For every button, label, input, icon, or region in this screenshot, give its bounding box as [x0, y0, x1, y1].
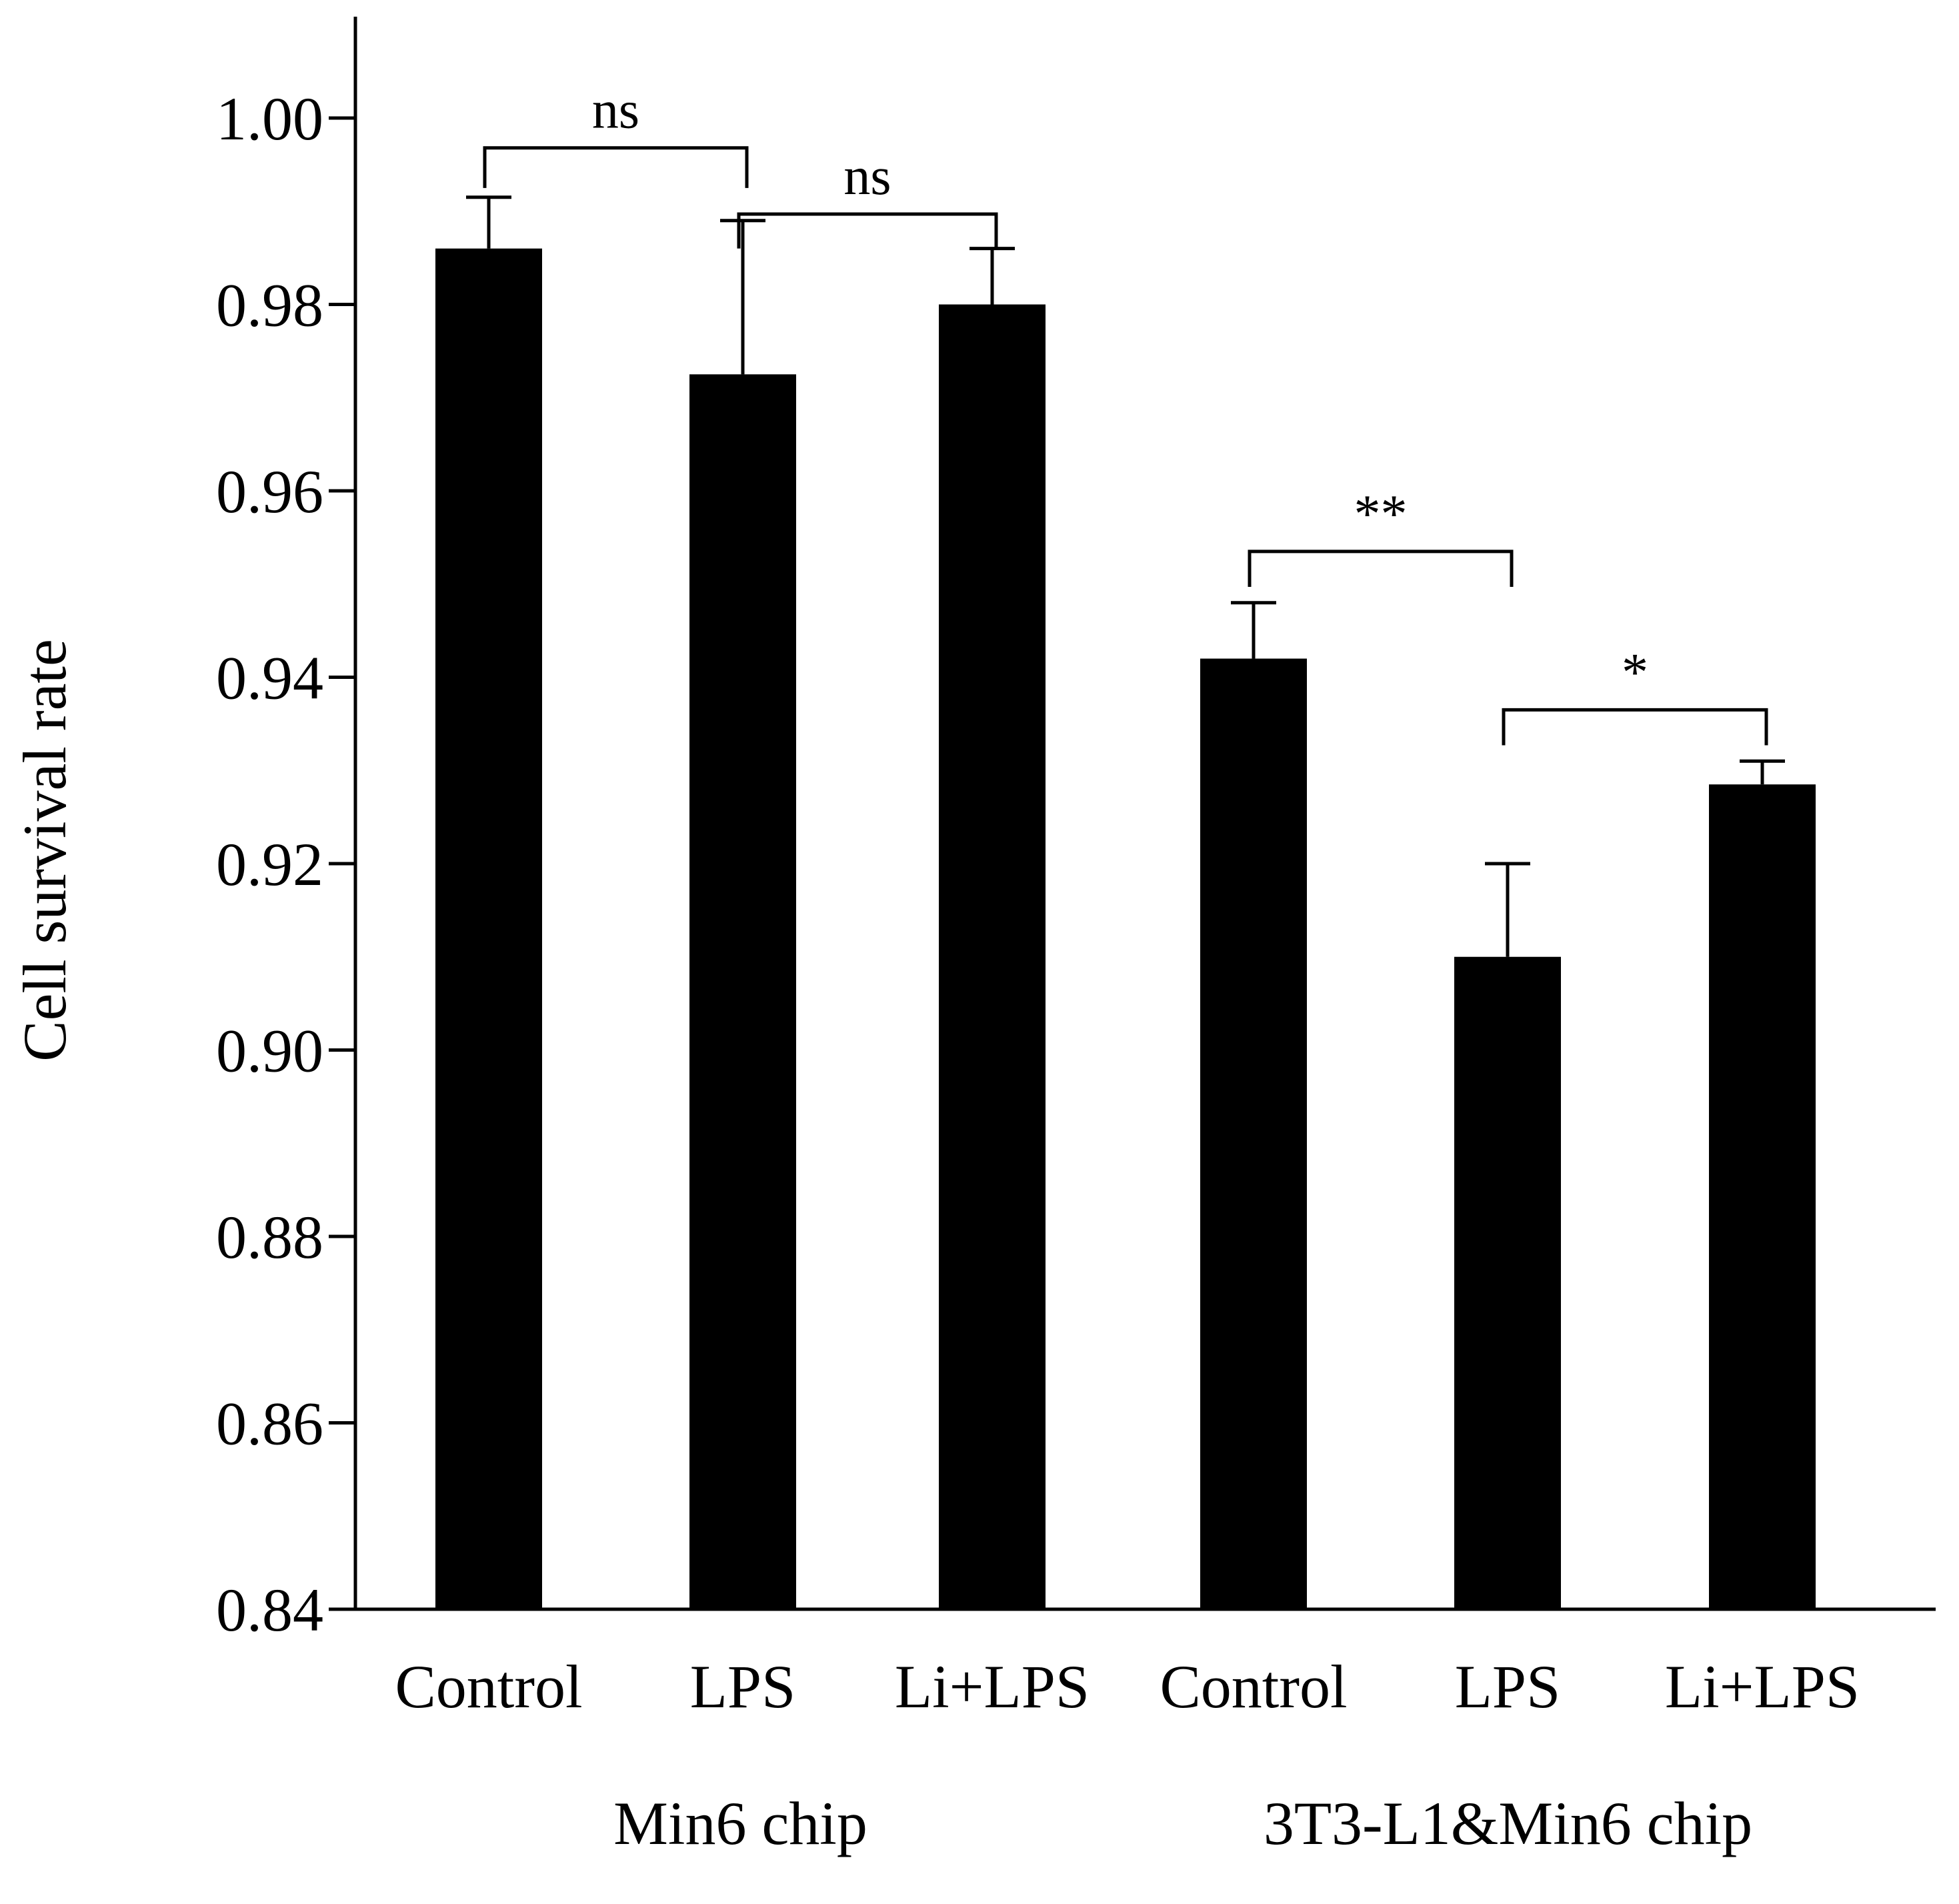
x-tick-label-5: Li+LPS	[1665, 1653, 1860, 1721]
y-tick-label-7: 0.98	[216, 271, 323, 339]
labels-layer: 0.84 0.86 0.88 0.90 0.92 0.94 0.96 0.98 1.00 Cell…	[11, 81, 1860, 1857]
significance-bracket-2	[1248, 550, 1514, 587]
y-tick-label-0: 0.84	[216, 1576, 323, 1644]
bar-5	[1709, 784, 1816, 1609]
significance-bracket-1	[737, 212, 998, 249]
significance-label-0: ns	[592, 81, 639, 140]
y-axis-title: Cell survival rate	[11, 639, 79, 1062]
bar-3	[1200, 658, 1307, 1609]
bar-2	[939, 304, 1046, 1609]
y-tick-label-8: 1.00	[216, 85, 323, 153]
y-tick-label-2: 0.88	[216, 1203, 323, 1271]
y-tick-label-3: 0.90	[216, 1017, 323, 1085]
x-tick-label-3: Control	[1160, 1653, 1347, 1721]
significance-layer	[483, 146, 1768, 746]
x-tick-label-0: Control	[395, 1653, 582, 1721]
significance-label-1: ns	[843, 147, 891, 206]
group-label-0: Min6 chip	[613, 1789, 867, 1857]
significance-label-3: *	[1622, 643, 1648, 702]
significance-bracket-0	[483, 146, 749, 188]
bars-layer	[435, 248, 1816, 1609]
x-tick-label-4: LPS	[1455, 1653, 1561, 1721]
bar-1	[689, 374, 796, 1609]
y-tick-label-1: 0.86	[216, 1390, 323, 1458]
y-tick-label-4: 0.92	[216, 830, 323, 898]
error-bars-layer	[466, 195, 1785, 957]
x-tick-label-1: LPS	[690, 1653, 796, 1721]
significance-bracket-3	[1502, 708, 1768, 746]
y-tick-label-6: 0.96	[216, 457, 323, 526]
group-label-1: 3T3-L1&Min6 chip	[1264, 1789, 1752, 1857]
y-tick-label-5: 0.94	[216, 644, 323, 712]
x-tick-label-2: Li+LPS	[895, 1653, 1090, 1721]
bar-0	[435, 248, 542, 1609]
axes-layer	[329, 17, 1936, 1611]
significance-label-2: **	[1354, 485, 1408, 544]
bar-4	[1454, 956, 1561, 1609]
